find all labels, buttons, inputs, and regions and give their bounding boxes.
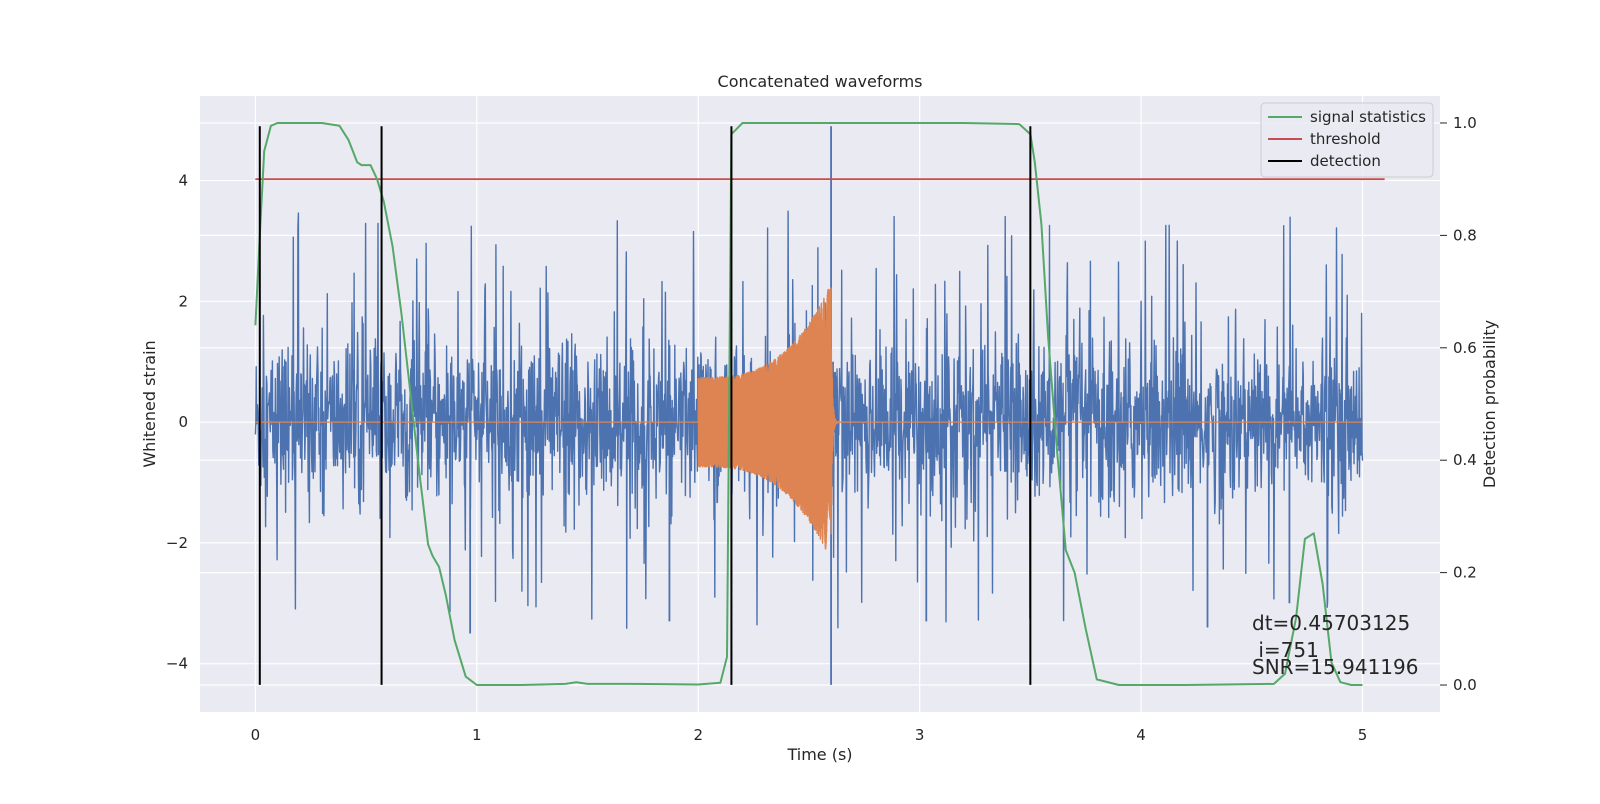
y2-tick-label: 0.4 xyxy=(1453,451,1477,469)
legend: signal statistics threshold detection xyxy=(1260,102,1434,178)
y2-axis-label: Detection probability xyxy=(1480,320,1499,488)
annotation-snr: SNR=15.941196 xyxy=(1252,655,1418,679)
legend-label-detection: detection xyxy=(1310,152,1381,170)
legend-label-signal-statistics: signal statistics xyxy=(1310,108,1426,126)
y2-tick-label: 0.2 xyxy=(1453,564,1477,582)
y2-tick-label: 0.0 xyxy=(1453,676,1477,694)
waveform-series xyxy=(255,287,1363,550)
legend-box xyxy=(1260,102,1434,178)
x-tick-label: 4 xyxy=(1136,726,1146,744)
annotation-i: i=751 xyxy=(1252,638,1319,662)
tick-labels: 0 1 2 3 4 5 −4 −2 0 2 4 0.0 0.2 0.4 0.6 0.8 1.0 xyxy=(166,114,1477,744)
signal-statistics-line xyxy=(254,122,1363,686)
y-tick-label: 0 xyxy=(178,413,188,431)
y2-tick-label: 0.6 xyxy=(1453,339,1477,357)
chart-title: Concatenated waveforms xyxy=(718,72,923,91)
x-tick-label: 5 xyxy=(1358,726,1368,744)
y-tick-label: 4 xyxy=(178,172,188,190)
x-tick-label: 1 xyxy=(472,726,482,744)
annotation: dt=0.45703125 i=751 SNR=15.941196 xyxy=(1252,611,1418,679)
x-tick-label: 2 xyxy=(693,726,703,744)
x-tick-label: 3 xyxy=(915,726,925,744)
detection-series xyxy=(258,126,1032,685)
legend-label-threshold: threshold xyxy=(1310,130,1381,148)
y-axis-label: Whitened strain xyxy=(140,340,159,467)
x-axis-label: Time (s) xyxy=(786,745,852,764)
x-tick-label: 0 xyxy=(251,726,261,744)
y-tick-label: −4 xyxy=(166,655,188,673)
annotation-dt: dt=0.45703125 xyxy=(1252,611,1410,635)
y2-tick-label: 1.0 xyxy=(1453,114,1477,132)
signal-statistics-series xyxy=(254,122,1363,686)
y-tick-label: −2 xyxy=(166,534,188,552)
waveform-trace xyxy=(255,287,1363,550)
y2-tick-label: 0.8 xyxy=(1453,226,1477,244)
y-tick-label: 2 xyxy=(178,292,188,310)
